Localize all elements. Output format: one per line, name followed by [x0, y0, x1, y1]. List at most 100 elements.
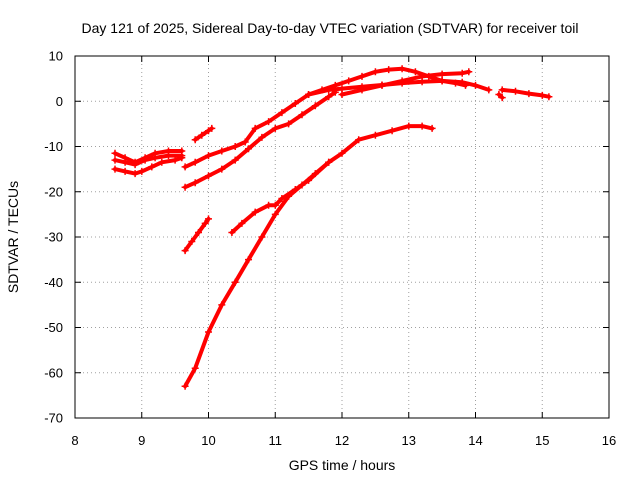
data-point — [285, 120, 293, 128]
data-point — [525, 90, 533, 98]
data-point — [165, 152, 172, 160]
data-point — [111, 156, 119, 164]
data-point — [218, 301, 226, 309]
data-point — [138, 167, 146, 175]
y-tick-label: -10 — [44, 139, 63, 154]
series-track-12 — [498, 86, 553, 101]
data-point — [265, 201, 273, 209]
data-point — [131, 161, 139, 169]
x-tick-label: 14 — [468, 433, 482, 448]
data-point — [271, 201, 279, 209]
y-axis-label: SDTVAR / TECUs — [5, 181, 21, 293]
data-point — [418, 72, 426, 80]
data-point — [538, 91, 546, 99]
data-point — [398, 77, 406, 85]
x-tick-label: 8 — [71, 433, 78, 448]
series-track-11 — [338, 68, 473, 98]
data-point — [355, 136, 363, 144]
grid — [75, 56, 609, 418]
data-point — [311, 170, 319, 178]
data-point — [378, 81, 386, 89]
data-point — [498, 94, 506, 102]
data-point — [228, 229, 236, 236]
data-point — [231, 278, 239, 286]
chart-title: Day 121 of 2025, Sidereal Day-to-day VTE… — [82, 20, 579, 36]
y-tick-label: 10 — [49, 49, 63, 64]
data-point — [325, 86, 333, 94]
data-point — [385, 66, 393, 74]
series-track-7 — [181, 215, 212, 255]
y-tick-label: -20 — [44, 184, 63, 199]
data-point — [428, 124, 436, 132]
data-point — [325, 158, 333, 166]
data-point — [405, 122, 413, 130]
data-point — [121, 167, 129, 175]
data-point — [411, 68, 419, 76]
x-tick-labels: 8 9 10 11 12 13 14 15 16 — [71, 433, 616, 448]
data-point — [205, 328, 212, 336]
data-point — [398, 65, 406, 73]
data-point — [218, 165, 226, 173]
data-point — [191, 136, 199, 144]
data-point — [178, 154, 186, 162]
data-point — [218, 147, 226, 155]
data-point — [285, 192, 293, 200]
y-tick-label: -70 — [44, 411, 63, 426]
data-point — [325, 93, 333, 101]
data-point — [111, 165, 119, 173]
data-point — [205, 152, 212, 160]
series-track-3 — [111, 154, 186, 178]
data-point — [298, 111, 306, 119]
data-point — [141, 156, 149, 164]
data-point — [458, 78, 466, 86]
data-point — [418, 122, 426, 130]
data-point — [358, 86, 366, 94]
data-point — [181, 382, 189, 390]
x-tick-label: 10 — [201, 433, 215, 448]
data-point — [338, 85, 346, 93]
x-tick-label: 15 — [535, 433, 549, 448]
data-point — [298, 181, 306, 189]
data-point — [181, 183, 189, 191]
y-tick-label: -60 — [44, 365, 63, 380]
data-point — [241, 138, 249, 146]
data-point — [498, 86, 506, 94]
x-tick-label: 12 — [335, 433, 349, 448]
data-point — [195, 229, 202, 236]
data-point — [181, 163, 189, 171]
y-tick-label: -30 — [44, 230, 63, 245]
data-point — [238, 219, 246, 227]
data-point — [111, 149, 119, 157]
data-point — [271, 124, 279, 132]
data-point — [311, 102, 319, 110]
data-point — [191, 364, 199, 372]
data-point — [358, 72, 366, 80]
data-point — [388, 127, 396, 135]
x-tick-label: 13 — [402, 433, 416, 448]
series-track-4 — [191, 124, 216, 144]
data-point — [158, 158, 166, 166]
data-point — [458, 69, 466, 77]
data-point — [438, 77, 446, 85]
x-axis-label: GPS time / hours — [289, 457, 396, 473]
data-point — [371, 131, 379, 139]
data-point — [338, 91, 346, 98]
data-series — [111, 65, 553, 390]
data-point — [258, 133, 266, 141]
data-point — [131, 170, 139, 178]
data-point — [371, 68, 379, 76]
data-point — [245, 145, 252, 153]
series-track-13 — [495, 91, 506, 102]
series-line — [193, 126, 214, 142]
data-point — [258, 233, 266, 241]
data-point — [345, 77, 353, 85]
axis-ticks — [74, 55, 610, 419]
data-point — [191, 158, 199, 166]
series-track-9 — [181, 122, 436, 390]
data-point — [201, 219, 209, 227]
data-point — [278, 109, 286, 117]
data-point — [191, 179, 199, 187]
data-point — [208, 124, 216, 132]
y-tick-label: 0 — [56, 94, 63, 109]
